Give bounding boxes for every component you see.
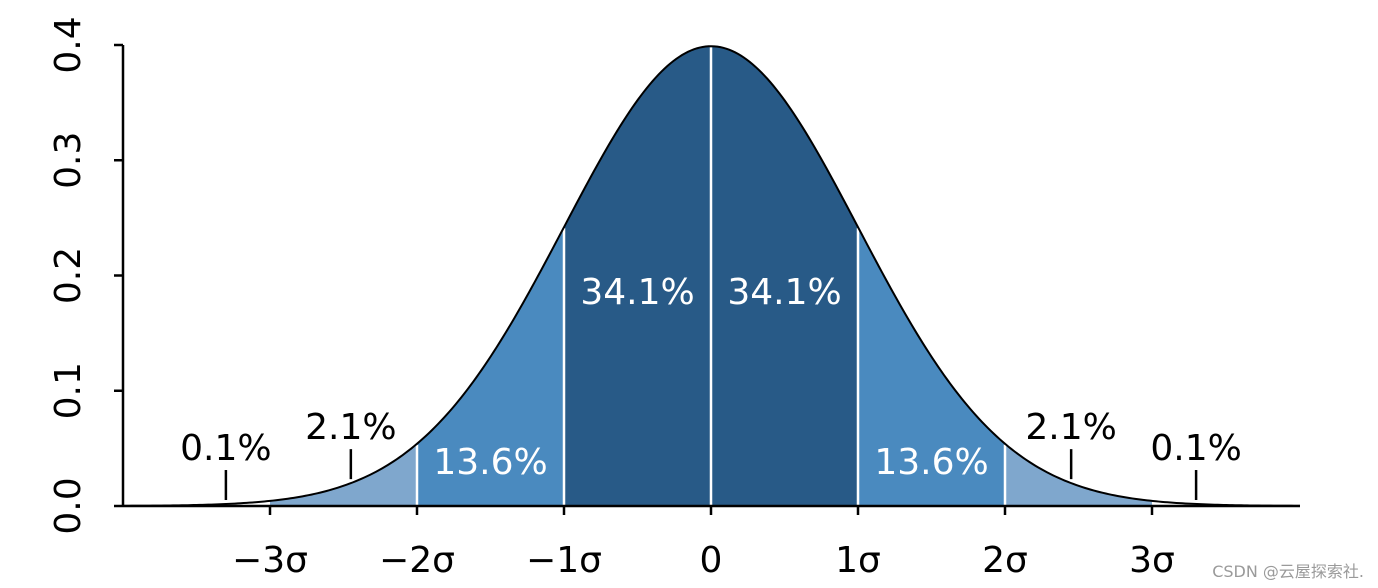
annotation-label: 34.1% [727, 272, 841, 313]
sigma-dividers [415, 47, 1007, 506]
annotation-label: 2.1% [305, 407, 396, 448]
x-tick-label: −1σ [526, 540, 602, 581]
region-5 [1005, 443, 1152, 506]
x-tick-label: 2σ [982, 540, 1028, 581]
annotation-label: 13.6% [874, 442, 988, 483]
annotation-label: 34.1% [580, 272, 694, 313]
y-tick-label: 0.3 [48, 132, 89, 189]
annotation-label: 13.6% [433, 442, 547, 483]
x-tick-label: 0 [700, 540, 723, 581]
y-tick-label: 0.4 [48, 16, 89, 73]
region-2 [564, 46, 711, 506]
axes: 0.0 0.1 0.2 0.3 0.4 −3σ −2σ −1σ 0 1σ 2σ 3σ [48, 16, 1300, 581]
x-tick-label: −2σ [379, 540, 455, 581]
region-0 [270, 443, 417, 506]
watermark: CSDN @云屋探索社. [1212, 562, 1364, 581]
percentage-annotations: 0.1% 2.1% 13.6% 34.1% 34.1% 13.6% 2.1% 0.1% [180, 272, 1242, 501]
y-tick-label: 0.2 [48, 247, 89, 304]
y-tick-label: 0.1 [48, 362, 89, 419]
x-tick-label: 3σ [1129, 540, 1175, 581]
region-3 [711, 46, 858, 506]
bell-curve [122, 45, 1301, 507]
y-tick-label: 0.0 [48, 477, 89, 534]
x-tick-label: −3σ [232, 540, 308, 581]
x-tick-label: 1σ [835, 540, 881, 581]
annotation-label: 0.1% [1150, 428, 1241, 469]
annotation-label: 2.1% [1025, 407, 1116, 448]
annotation-label: 0.1% [180, 428, 271, 469]
